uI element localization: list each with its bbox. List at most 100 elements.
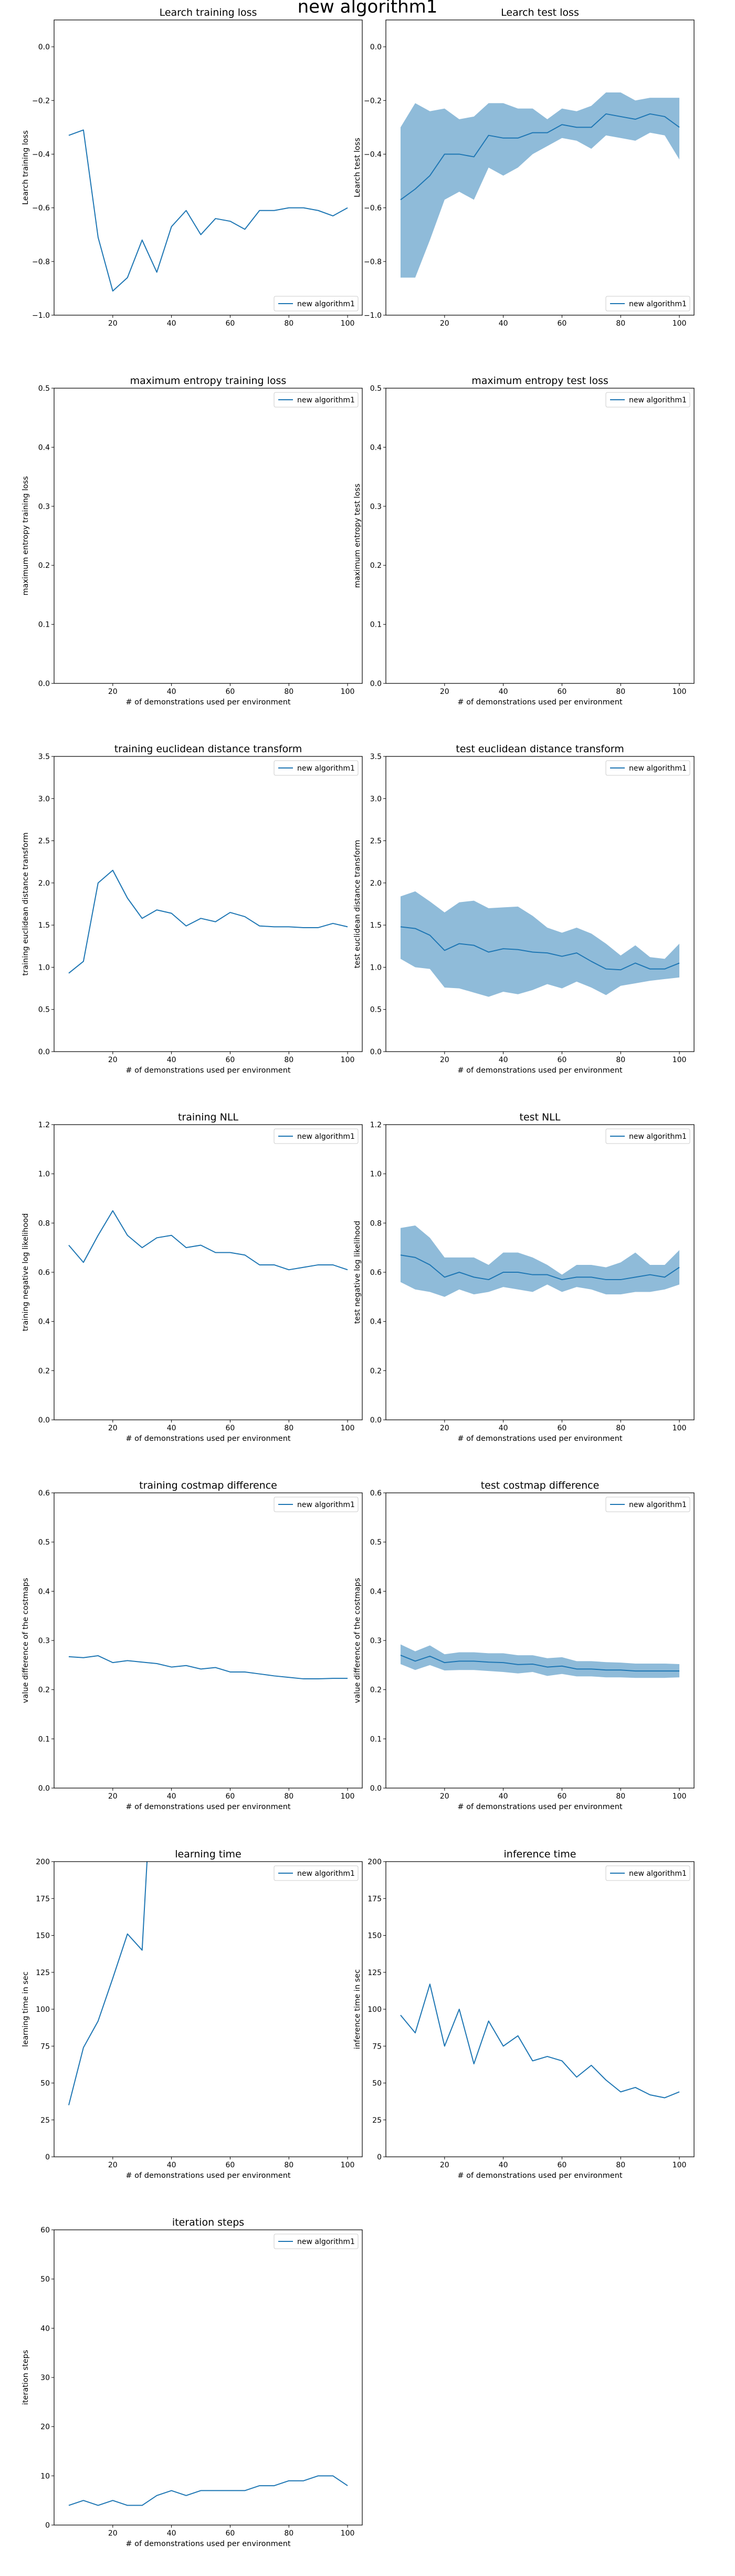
- y-tick-label: 0.4: [370, 1587, 382, 1596]
- x-tick-label: 100: [673, 1056, 687, 1064]
- x-tick-label: 20: [440, 688, 449, 696]
- y-tick-label: 1.0: [38, 1170, 50, 1179]
- plot-frame: [385, 1492, 695, 1789]
- plot-title: maximum entropy training loss: [130, 375, 287, 387]
- y-tick-label: 0.3: [38, 503, 50, 511]
- x-axis-label: # of demonstrations used per environment: [125, 1803, 291, 1811]
- x-tick-label: 100: [673, 688, 687, 696]
- x-tick-label: 20: [108, 688, 118, 696]
- plot-frame: [54, 1861, 363, 2157]
- plot-title: Learch test loss: [501, 7, 579, 18]
- x-tick-label: 40: [499, 319, 508, 328]
- legend-label: new algorithm1: [629, 1501, 687, 1509]
- y-tick-label: 0.6: [370, 1269, 382, 1277]
- y-axis-label: training euclidean distance transform: [22, 833, 30, 976]
- legend-label: new algorithm1: [297, 1501, 355, 1509]
- x-tick-label: 20: [440, 2161, 449, 2169]
- x-tick-label: 80: [284, 1792, 293, 1801]
- chart-3: maximum entropy test loss 20 40 60 80 100 0.0 0…: [353, 375, 695, 707]
- x-tick-label: 100: [341, 1424, 355, 1432]
- x-tick-label: 100: [673, 1424, 687, 1432]
- y-tick-label: 0.2: [370, 1367, 382, 1375]
- x-tick-label: 40: [167, 2529, 176, 2538]
- y-tick-label: 0: [45, 2153, 50, 2162]
- x-tick-label: 40: [167, 319, 176, 328]
- y-tick-label: 2.5: [38, 837, 50, 846]
- plot-title: test euclidean distance transform: [456, 743, 624, 755]
- plot-frame: [385, 1861, 695, 2157]
- x-tick-label: 60: [558, 1056, 567, 1064]
- x-tick-label: 20: [440, 1792, 449, 1801]
- series-line: [68, 1655, 348, 1680]
- x-tick-label: 20: [108, 1424, 118, 1432]
- y-tick-label: 2.5: [370, 837, 382, 846]
- legend-box: [274, 2234, 359, 2249]
- series-line: [400, 926, 680, 971]
- y-axis-label: Learch training loss: [22, 130, 30, 205]
- y-tick-label: −0.4: [32, 150, 50, 159]
- y-tick-label: 0.4: [370, 443, 382, 452]
- x-tick-label: 100: [341, 2161, 355, 2169]
- y-tick-label: 1.2: [370, 1121, 382, 1129]
- y-tick-label: 3.0: [370, 795, 382, 803]
- y-tick-label: 0.0: [38, 1784, 50, 1793]
- y-tick-label: 0.0: [370, 680, 382, 688]
- y-tick-label: 150: [36, 1932, 50, 1940]
- x-tick-label: 40: [167, 688, 176, 696]
- plot-frame: [385, 756, 695, 1052]
- x-tick-label: 20: [108, 319, 118, 328]
- x-tick-label: 80: [284, 2161, 293, 2169]
- series-line: [68, 2475, 348, 2506]
- plot-frame: [54, 756, 363, 1052]
- legend-box: [274, 1497, 359, 1512]
- y-tick-label: 60: [40, 2226, 50, 2235]
- plot-title: learning time: [175, 1848, 241, 1860]
- x-tick-label: 60: [226, 319, 235, 328]
- x-tick-label: 60: [558, 1424, 567, 1432]
- x-tick-label: 20: [440, 319, 449, 328]
- chart-1: Learch test loss 20 40 60 80 100 0.0 −0.2 −0.4 −0…: [353, 7, 695, 328]
- confidence-band: [400, 1225, 680, 1297]
- x-tick-label: 40: [167, 1056, 176, 1064]
- plot-title: Learch training loss: [160, 7, 257, 18]
- plot-frame: [54, 2229, 363, 2526]
- y-tick-label: 0.0: [38, 680, 50, 688]
- x-tick-label: 80: [284, 688, 293, 696]
- chart-0: Learch training loss 20 40 60 80 100 0.0 −0.2 −0…: [22, 7, 363, 328]
- chart-2: maximum entropy training loss 20 40 60 80 100…: [22, 375, 363, 707]
- y-tick-label: −1.0: [364, 311, 382, 320]
- x-tick-label: 80: [616, 1056, 625, 1064]
- series-line: [68, 869, 348, 974]
- y-tick-label: 175: [36, 1895, 50, 1903]
- legend-box: [605, 392, 690, 408]
- y-tick-label: 0.5: [38, 385, 50, 393]
- y-tick-label: 0.1: [370, 621, 382, 629]
- y-tick-label: −0.6: [364, 204, 382, 213]
- plot-title: test NLL: [520, 1112, 561, 1123]
- plot-title: iteration steps: [172, 2217, 244, 2228]
- x-tick-label: 100: [341, 2529, 355, 2538]
- x-tick-label: 40: [499, 688, 508, 696]
- x-tick-label: 20: [440, 1056, 449, 1064]
- legend-box: [274, 392, 359, 408]
- legend-box: [274, 760, 359, 776]
- y-tick-label: 0.0: [370, 1784, 382, 1793]
- y-axis-label: maximum entropy training loss: [22, 476, 30, 595]
- y-axis-label: value difference of the costmaps: [22, 1578, 30, 1703]
- y-tick-label: 40: [40, 2324, 50, 2333]
- plot-frame: [54, 388, 363, 684]
- y-axis-label: test negative log likelihood: [353, 1221, 362, 1324]
- y-tick-label: 1.0: [38, 963, 50, 972]
- y-tick-label: 0.4: [38, 443, 50, 452]
- x-tick-label: 100: [341, 1792, 355, 1801]
- y-tick-label: 50: [372, 2080, 382, 2088]
- legend-box: [605, 296, 690, 311]
- x-tick-label: 20: [108, 1792, 118, 1801]
- y-tick-label: 0.4: [370, 1318, 382, 1326]
- x-tick-label: 80: [284, 2529, 293, 2538]
- confidence-band: [400, 891, 680, 997]
- legend-label: new algorithm1: [629, 764, 687, 773]
- y-tick-label: 0: [45, 2521, 50, 2530]
- y-tick-label: 2.0: [370, 879, 382, 888]
